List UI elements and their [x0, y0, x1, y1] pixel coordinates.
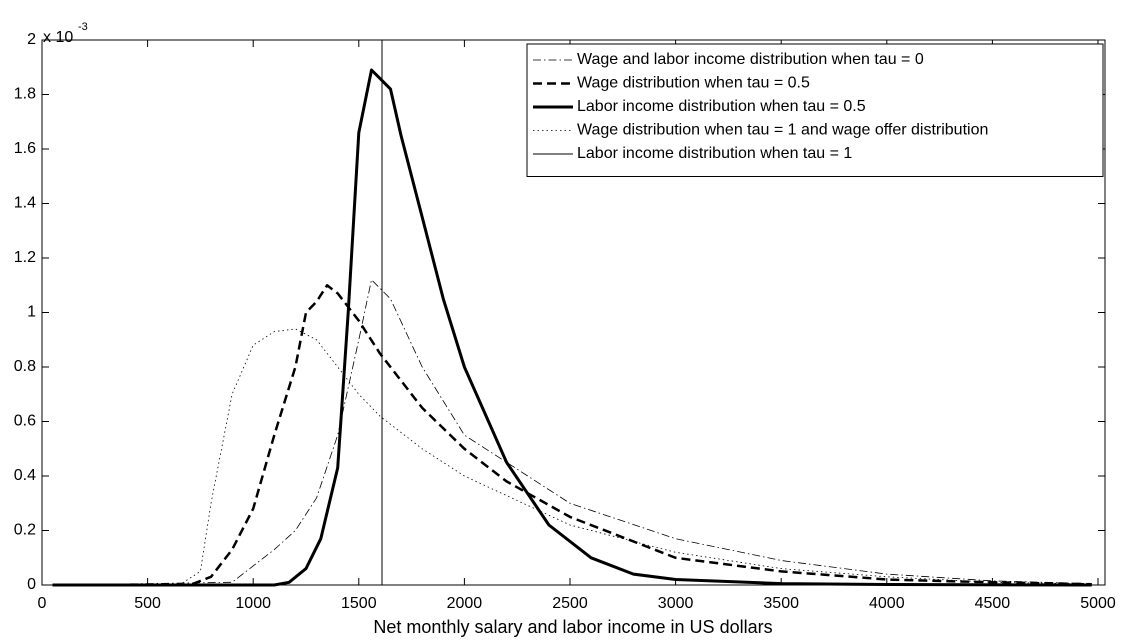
legend-label: Labor income distribution when tau = 1 [577, 145, 852, 162]
x-tick-label: 4000 [869, 595, 905, 612]
legend-label: Labor income distribution when tau = 0.5 [577, 98, 866, 115]
series-line [52, 68, 1092, 587]
legend-label: Wage and labor income distribution when … [577, 51, 924, 68]
series-line [52, 328, 1092, 586]
x-tick-label: 1000 [235, 595, 271, 612]
x-tick-label: 4500 [975, 595, 1011, 612]
y-tick-label: 2 [27, 31, 36, 48]
legend-label: Wage distribution when tau = 0.5 [577, 75, 810, 92]
legend-box [526, 43, 1104, 177]
y-tick-label: 1.4 [14, 195, 36, 212]
series-line [52, 279, 1092, 586]
y-tick-label: 1 [27, 304, 36, 321]
y-tick-label: 0.8 [14, 358, 36, 375]
y-multiplier: x 10 [43, 29, 73, 46]
x-tick-label: 1500 [341, 595, 377, 612]
y-tick-label: 0.4 [14, 467, 36, 484]
y-exponent: -3 [78, 21, 88, 33]
x-axis-label: Net monthly salary and labor income in U… [373, 617, 772, 637]
y-tick-label: 0.2 [14, 522, 36, 539]
x-tick-label: 5000 [1080, 595, 1116, 612]
x-tick-label: 0 [38, 595, 47, 612]
y-tick-label: 0 [27, 576, 36, 593]
legend-label: Wage distribution when tau = 1 and wage … [577, 122, 988, 139]
y-tick-label: 1.8 [14, 86, 36, 103]
x-tick-label: 2500 [552, 595, 588, 612]
y-tick-label: 1.2 [14, 249, 36, 266]
y-tick-label: 1.6 [14, 140, 36, 157]
y-tick-label: 0.6 [14, 413, 36, 430]
x-tick-label: 3000 [658, 595, 694, 612]
x-tick-label: 3500 [763, 595, 799, 612]
x-tick-label: 2000 [447, 595, 483, 612]
x-tick-label: 500 [134, 595, 161, 612]
